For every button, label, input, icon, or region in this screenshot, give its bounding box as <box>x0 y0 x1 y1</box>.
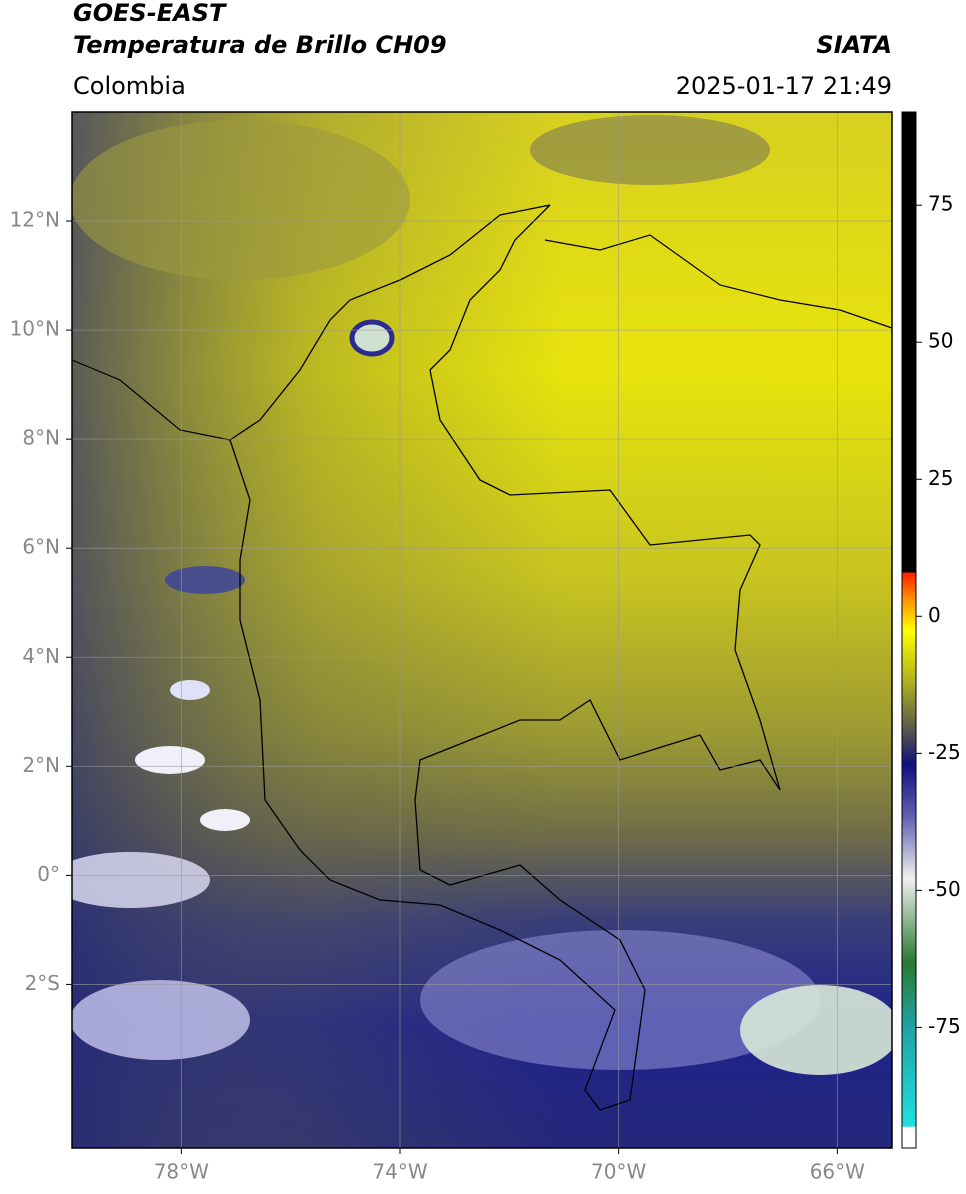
colorbar-tick-label: -50 <box>928 877 961 901</box>
colorbar-tick-label: 75 <box>928 192 953 216</box>
cloud <box>420 930 820 1070</box>
colorbar-tick-label: -75 <box>928 1014 961 1038</box>
y-tick-label: 4°N <box>22 644 60 668</box>
cloud <box>200 809 250 831</box>
region: Colombia <box>73 72 186 100</box>
title: GOES-EAST <box>73 0 227 27</box>
coastline <box>72 359 231 441</box>
cloud <box>740 985 892 1075</box>
country-border <box>229 204 781 1111</box>
y-tick-label: 2°N <box>22 753 60 777</box>
y-tick-label: 8°N <box>22 426 60 450</box>
cloud <box>135 746 205 774</box>
cloud <box>165 566 245 594</box>
colorbar-tick-label: -25 <box>928 740 961 764</box>
x-tick-label: 70°W <box>591 1160 646 1184</box>
cloud <box>72 852 210 908</box>
subtitle: Temperatura de Brillo CH09 <box>73 31 447 59</box>
cloud <box>170 680 210 700</box>
y-tick-label: 6°N <box>22 535 60 559</box>
map-image <box>72 112 892 1148</box>
grid <box>72 112 892 1148</box>
colorbar-tick-label: 0 <box>928 603 941 627</box>
y-tick-label: 0° <box>37 862 60 886</box>
coastline <box>544 234 892 329</box>
x-tick-label: 74°W <box>372 1160 427 1184</box>
y-tick-label: 2°S <box>25 971 60 995</box>
x-tick-label: 78°W <box>154 1160 209 1184</box>
source: SIATA <box>816 31 892 59</box>
datetime: 2025-01-17 21:49 <box>676 72 892 100</box>
colorbar-tick-label: 25 <box>928 466 953 490</box>
y-tick-label: 12°N <box>10 208 60 232</box>
colorbar <box>901 111 917 1149</box>
cloud <box>530 115 770 185</box>
cloud <box>72 120 410 280</box>
x-tick-label: 66°W <box>810 1160 865 1184</box>
cloud <box>72 980 250 1060</box>
y-tick-label: 10°N <box>10 317 60 341</box>
colorbar-tick-label: 50 <box>928 329 953 353</box>
map-frame <box>71 111 893 1149</box>
cloud <box>349 319 395 357</box>
